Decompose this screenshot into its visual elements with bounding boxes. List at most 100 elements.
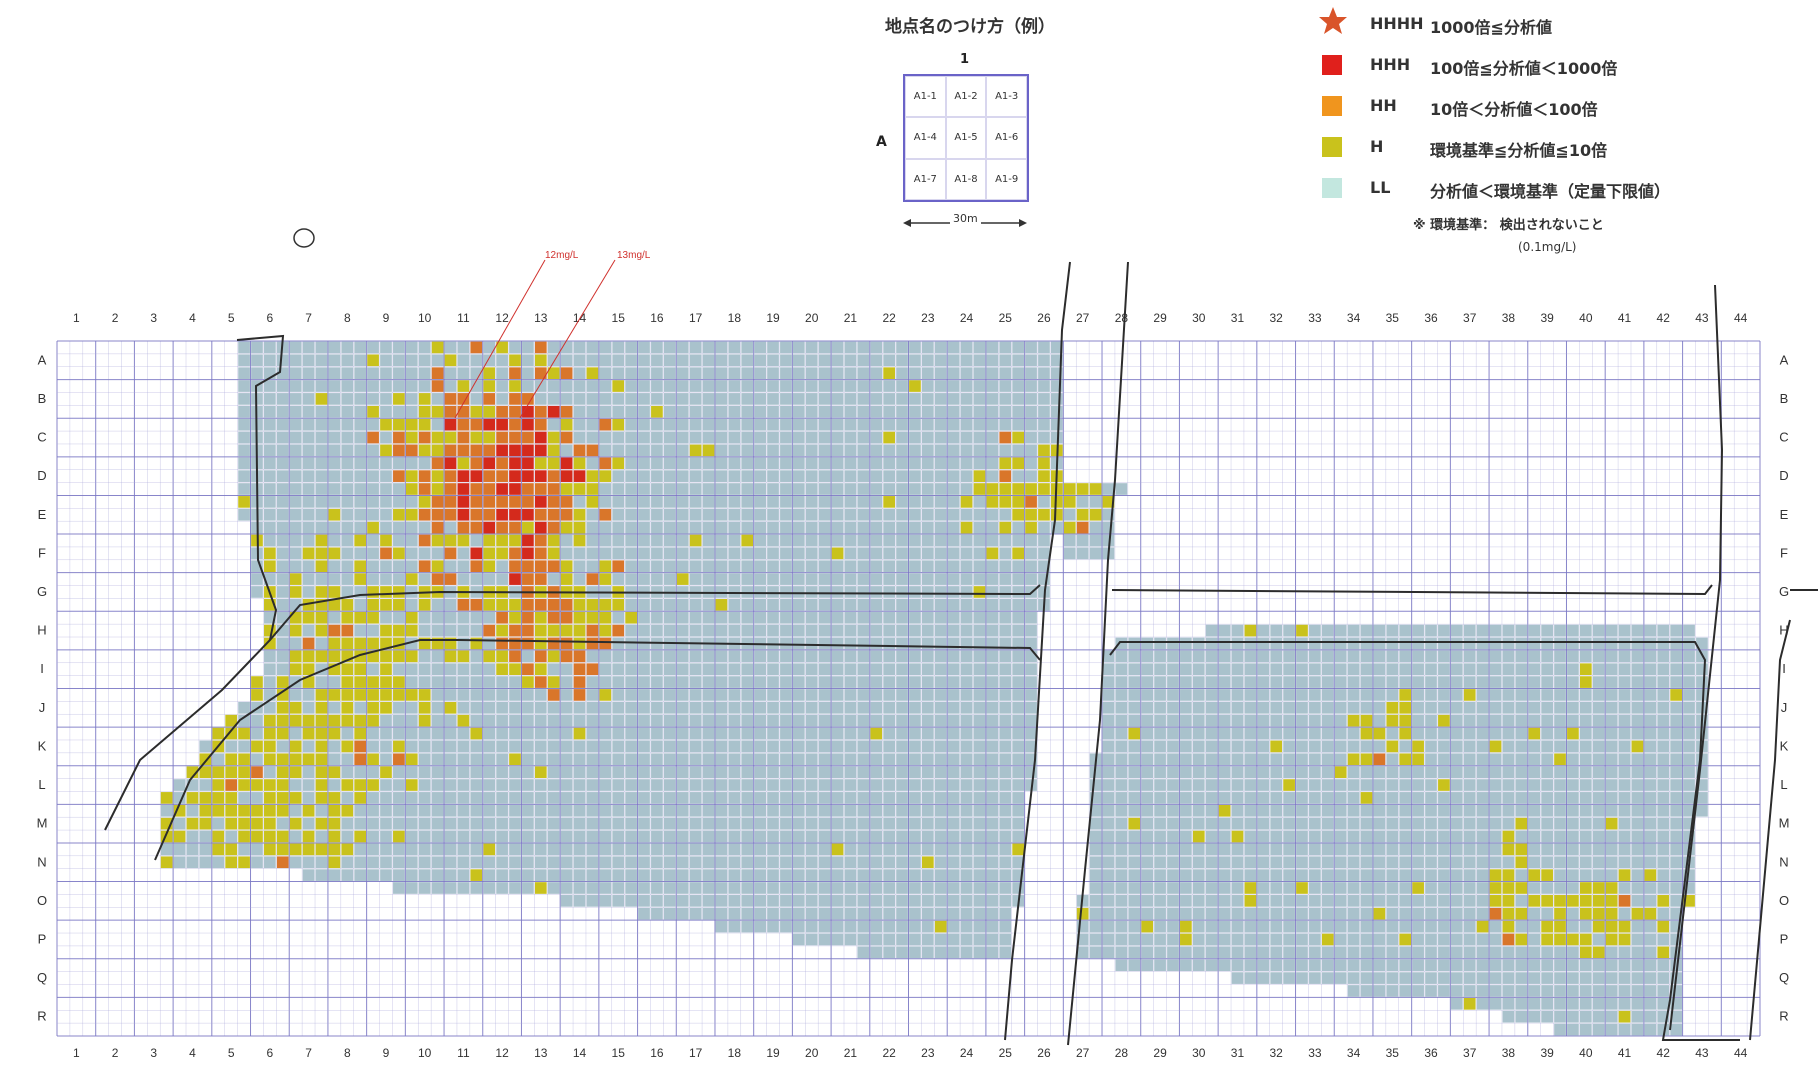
sample-cell [380, 393, 392, 405]
sample-cell [754, 792, 766, 804]
sample-cell [715, 843, 728, 856]
sample-cell [560, 624, 573, 637]
sample-cell [999, 817, 1012, 830]
column-label: 12 [495, 311, 509, 325]
sample-cell [354, 817, 367, 830]
sample-cell [986, 701, 999, 714]
sample-cell [896, 920, 908, 933]
sample-cell [689, 367, 702, 380]
sample-cell [302, 689, 315, 701]
sample-cell [289, 830, 302, 843]
sample-cell [999, 946, 1012, 959]
sample-cell [1631, 701, 1644, 714]
sample-cell [341, 444, 354, 457]
sample-cell [1205, 689, 1218, 701]
sample-cell [328, 650, 341, 663]
sample-cell [728, 405, 741, 418]
sample-cell [1399, 779, 1412, 791]
sample-cell [586, 701, 599, 714]
sample-cell [702, 676, 715, 688]
sample-cell [586, 753, 599, 766]
sample-cell [1450, 869, 1463, 881]
sample-cell [405, 496, 418, 508]
sample-cell [1283, 907, 1295, 920]
sample-cell [367, 663, 379, 676]
sample-cell [302, 727, 315, 740]
sample-cell [1231, 676, 1244, 688]
sample-cell [1025, 624, 1037, 637]
sample-cell [1309, 637, 1321, 650]
sample-cell [883, 792, 895, 804]
sample-cell [780, 856, 792, 869]
sample-cell [676, 521, 689, 534]
column-label: 8 [344, 311, 351, 325]
sample-cell [560, 573, 573, 585]
sample-cell [1412, 804, 1424, 817]
sample-cell [509, 689, 521, 701]
sample-cell [909, 946, 921, 959]
sample-cell [1683, 753, 1695, 766]
sample-cell [1334, 689, 1347, 701]
sample-cell [741, 779, 754, 791]
sample-cell [960, 689, 973, 701]
sample-cell [1115, 753, 1128, 766]
sample-cell [405, 766, 418, 778]
sample-cell [1502, 637, 1515, 650]
sample-cell [715, 624, 728, 637]
sample-cell [1218, 830, 1231, 843]
sample-cell [212, 753, 225, 766]
sample-cell [883, 701, 895, 714]
sample-cell [1605, 882, 1618, 894]
sample-cell [1670, 753, 1682, 766]
sample-cell [922, 804, 934, 817]
sample-cell [651, 701, 663, 714]
naming-example: 地点名のつけ方（例） 1 A A1-1 A1-2 A1-3 A1-4 A1-5 … [870, 8, 1080, 248]
sample-cell [444, 817, 457, 830]
sample-cell [328, 483, 341, 495]
sample-cell [444, 508, 457, 521]
sample-cell [547, 727, 560, 740]
sample-cell [1012, 856, 1025, 869]
sample-cell [689, 496, 702, 508]
sample-cell [986, 753, 999, 766]
sample-cell [1476, 985, 1489, 997]
sample-cell [1683, 689, 1695, 701]
sample-cell [934, 907, 947, 920]
sample-cell [960, 380, 973, 392]
sample-cell [418, 611, 431, 624]
sample-cell [457, 779, 470, 791]
sample-cell [625, 727, 637, 740]
sample-cell [831, 727, 844, 740]
sample-cell [1592, 920, 1605, 933]
sample-cell [805, 779, 818, 791]
sample-cell [818, 367, 831, 380]
sample-cell [354, 856, 367, 869]
sample-cell [1231, 830, 1244, 843]
sample-cell [1192, 727, 1205, 740]
sample-cell [805, 393, 818, 405]
sample-cell [1450, 817, 1463, 830]
sample-cell [444, 380, 457, 392]
sample-cell [896, 341, 908, 354]
sample-cell [612, 534, 625, 547]
sample-cell [1270, 753, 1283, 766]
sample-cell [289, 405, 302, 418]
sample-cell [870, 457, 883, 470]
sample-cell [934, 753, 947, 766]
sample-cell [509, 599, 521, 611]
sample-cell [586, 341, 599, 354]
sample-cell [1502, 792, 1515, 804]
sample-cell [909, 624, 921, 637]
sample-cell [1541, 830, 1553, 843]
naming-row-label: A [876, 134, 887, 150]
sample-cell [909, 650, 921, 663]
sample-cell [1373, 714, 1386, 727]
sample-cell [1296, 676, 1308, 688]
sample-cell [844, 508, 857, 521]
sample-cell [1489, 972, 1502, 984]
sample-cell [625, 753, 637, 766]
sample-cell [947, 650, 960, 663]
sample-cell [805, 792, 818, 804]
sample-cell [805, 869, 818, 881]
sample-cell [1541, 740, 1553, 753]
